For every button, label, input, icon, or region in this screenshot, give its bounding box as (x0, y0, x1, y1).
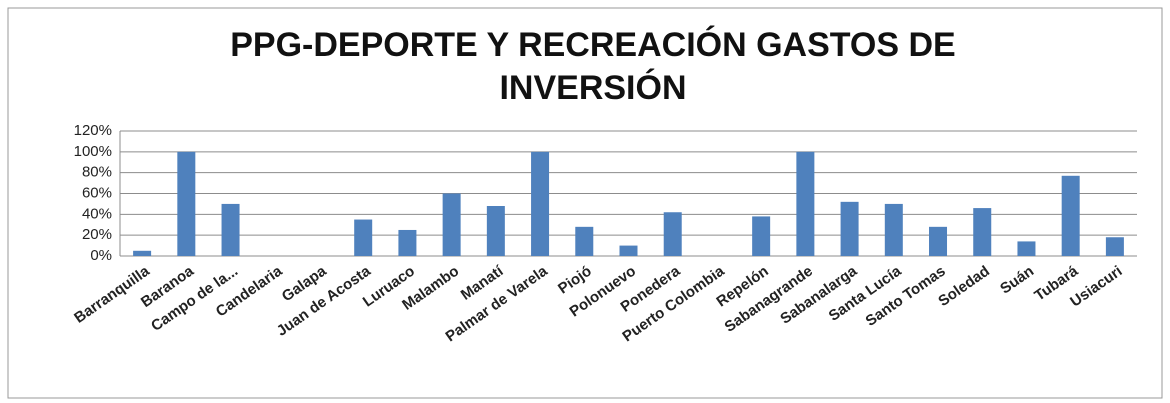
bar (973, 208, 992, 256)
y-tick-label: 40% (82, 205, 112, 222)
bar (929, 226, 948, 256)
bar (884, 203, 903, 256)
y-tick-label: 20% (82, 226, 112, 243)
x-tick-label: Suán (997, 263, 1037, 298)
chart-title: PPG-DEPORTE Y RECREACIÓN GASTOS DE (230, 26, 955, 64)
bar (663, 212, 682, 256)
bar (354, 219, 373, 256)
chart-title: INVERSIÓN (499, 69, 686, 107)
x-tick-label: Soledad (935, 263, 993, 310)
bar (840, 201, 859, 256)
bar (221, 203, 240, 256)
bar (442, 193, 461, 256)
bar (1061, 175, 1080, 256)
y-tick-label: 0% (90, 247, 112, 264)
bar (1105, 237, 1124, 256)
bar (398, 229, 417, 256)
bar (796, 151, 815, 256)
bar (133, 250, 152, 256)
bar (531, 151, 550, 256)
chart-frame (7, 7, 1163, 399)
bar (752, 216, 771, 256)
y-tick-label: 100% (74, 143, 112, 160)
bar (486, 206, 505, 256)
y-tick-label: 120% (74, 122, 112, 139)
bar (575, 226, 594, 256)
y-tick-label: 60% (82, 184, 112, 201)
bar (619, 245, 638, 256)
bar (1017, 241, 1036, 256)
bar (177, 151, 196, 256)
y-tick-label: 80% (82, 164, 112, 181)
